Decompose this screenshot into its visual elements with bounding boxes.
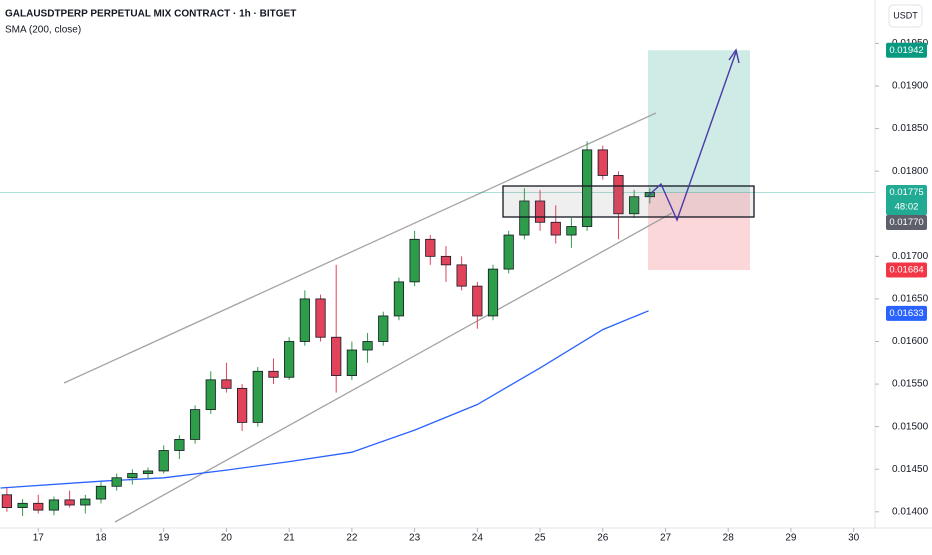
channel-upper <box>63 112 657 384</box>
stop-zone <box>648 192 750 270</box>
price-badge-label: 0.01684 <box>889 264 923 275</box>
candle-body <box>111 477 122 487</box>
y-tick-label: 0.01500 <box>892 421 929 432</box>
candle-body <box>362 341 373 351</box>
candle-body <box>393 281 405 317</box>
price-badge-label: 0.01775 <box>889 187 923 198</box>
y-tick-label: 0.01800 <box>892 166 929 177</box>
y-tick-label: 0.01700 <box>892 251 929 262</box>
candle-body <box>158 450 169 472</box>
y-tick-label: 0.01600 <box>892 336 929 347</box>
candle-body <box>268 370 279 378</box>
target-zone <box>648 50 750 193</box>
x-tick-label: 29 <box>785 533 797 544</box>
x-tick-label: 28 <box>723 533 735 544</box>
countdown-label: 48:02 <box>895 201 919 212</box>
candle-body <box>534 200 546 223</box>
candle-body <box>127 473 138 479</box>
price-badges: 0.01942 0.01775 48:02 0.01770 0.01684 0.01633 <box>886 42 927 321</box>
candle-body <box>581 149 593 227</box>
price-badge <box>886 214 927 230</box>
zone-rectangle <box>502 185 755 218</box>
price-badge <box>886 262 927 278</box>
candle-body <box>142 470 154 474</box>
candle-body <box>346 349 357 376</box>
candle-body <box>299 298 310 342</box>
chart-title: GALAUSDTPERP PERPETUAL MIX CONTRACT · 1h… <box>5 9 296 20</box>
axes: 0.01400 0.01450 0.01500 0.01550 0.01600 0.016… <box>33 38 929 544</box>
candle-body <box>33 502 44 511</box>
x-tick-label: 21 <box>284 533 296 544</box>
price-badge <box>886 184 927 215</box>
x-tick-label: 27 <box>660 533 672 544</box>
candle-body <box>205 379 216 411</box>
x-tick-label: 18 <box>95 533 107 544</box>
indicator-label: SMA (200, close) <box>5 25 81 36</box>
x-tick-label: 23 <box>409 533 421 544</box>
y-tick-label: 0.01850 <box>892 123 929 134</box>
candle-body <box>64 499 75 506</box>
x-tick-label: 22 <box>346 533 358 544</box>
y-tick-label: 0.01450 <box>892 464 929 475</box>
y-tick-label: 0.01400 <box>892 506 929 517</box>
price-badge-label: 0.01770 <box>889 217 923 228</box>
candle-body <box>189 409 201 440</box>
y-tick-label: 0.01550 <box>892 379 929 390</box>
position-tool <box>648 50 750 270</box>
candle-body <box>174 439 185 451</box>
sma-line <box>0 310 649 489</box>
candle-body <box>550 221 561 236</box>
candle-body <box>519 200 530 236</box>
candle-body <box>440 255 452 266</box>
y-tick-label: 0.01900 <box>892 81 929 92</box>
candle-body <box>409 238 420 283</box>
candle-body <box>95 485 107 500</box>
candle-body <box>284 341 295 378</box>
price-badge-label: 0.01633 <box>889 308 923 319</box>
candle-body <box>613 175 624 215</box>
candle-body <box>597 149 608 176</box>
candle-body <box>252 370 263 423</box>
candle-body <box>456 264 467 287</box>
candle-body <box>17 502 28 508</box>
candle-body <box>48 499 60 511</box>
candle-body <box>80 498 91 506</box>
candle-body <box>315 298 326 338</box>
currency-button[interactable] <box>888 4 923 28</box>
x-tick-label: 30 <box>848 533 860 544</box>
x-tick-label: 17 <box>33 533 45 544</box>
x-tick-label: 26 <box>597 533 609 544</box>
x-tick-label: 25 <box>534 533 546 544</box>
candle-body <box>221 379 232 389</box>
candle-body <box>503 234 514 270</box>
price-badge <box>886 42 927 58</box>
price-badge-label: 0.01942 <box>889 45 923 56</box>
candle-body <box>378 315 389 342</box>
candle-body <box>472 285 483 317</box>
candle-body <box>487 268 499 317</box>
candle-body <box>1 494 13 508</box>
plot <box>0 141 655 517</box>
candle-body <box>237 387 248 423</box>
x-tick-label: 19 <box>158 533 170 544</box>
x-tick-label: 20 <box>221 533 233 544</box>
price-badge <box>886 305 927 321</box>
candle-body <box>331 336 342 376</box>
x-tick-label: 24 <box>472 533 484 544</box>
y-tick-label: 0.01650 <box>892 294 929 305</box>
projection-arrow <box>647 51 737 222</box>
channel-lower <box>114 212 673 523</box>
currency-label[interactable]: USDT <box>893 10 918 20</box>
candle-body <box>425 238 436 257</box>
arrow-head <box>728 48 740 64</box>
candle-body <box>566 226 577 236</box>
candle-body <box>629 196 640 215</box>
